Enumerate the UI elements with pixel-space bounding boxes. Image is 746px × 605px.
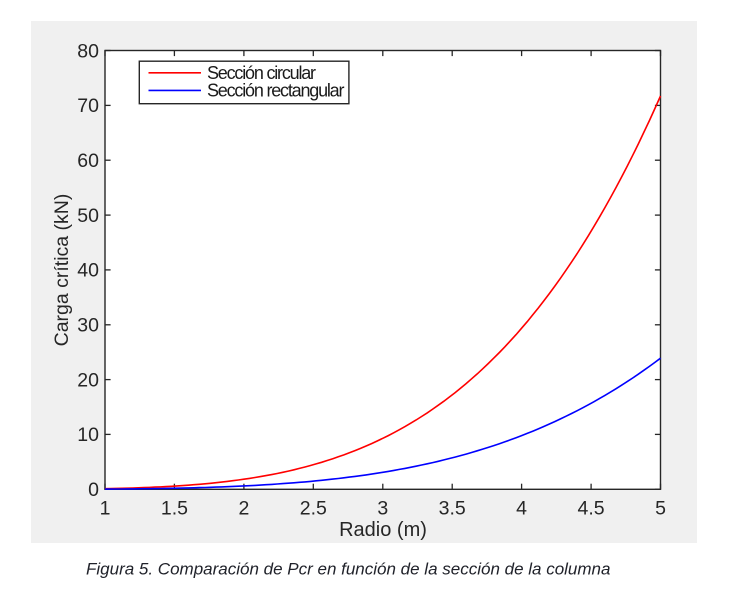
svg-text:80: 80	[77, 40, 99, 62]
svg-text:1.5: 1.5	[161, 497, 188, 519]
svg-text:2.5: 2.5	[300, 497, 327, 519]
svg-text:70: 70	[77, 95, 99, 117]
svg-text:10: 10	[77, 424, 99, 446]
svg-text:Carga crítica (kN): Carga crítica (kN)	[51, 194, 73, 347]
svg-text:60: 60	[77, 150, 99, 172]
svg-text:40: 40	[77, 260, 99, 282]
svg-text:2: 2	[238, 497, 249, 519]
svg-text:20: 20	[77, 369, 99, 391]
svg-text:5: 5	[655, 497, 666, 519]
svg-text:Sección rectangular: Sección rectangular	[207, 81, 344, 101]
svg-text:Figura 5. Comparación de Pcr e: Figura 5. Comparación de Pcr en función …	[86, 560, 610, 579]
svg-text:30: 30	[77, 315, 99, 337]
svg-text:4.5: 4.5	[578, 497, 605, 519]
svg-text:0: 0	[88, 479, 99, 501]
svg-text:3: 3	[377, 497, 388, 519]
svg-text:50: 50	[77, 205, 99, 227]
svg-text:1: 1	[100, 497, 111, 519]
svg-text:3.5: 3.5	[439, 497, 466, 519]
svg-text:Sección circular: Sección circular	[207, 63, 316, 83]
svg-text:4: 4	[516, 497, 527, 519]
svg-text:Radio (m): Radio (m)	[339, 519, 427, 541]
